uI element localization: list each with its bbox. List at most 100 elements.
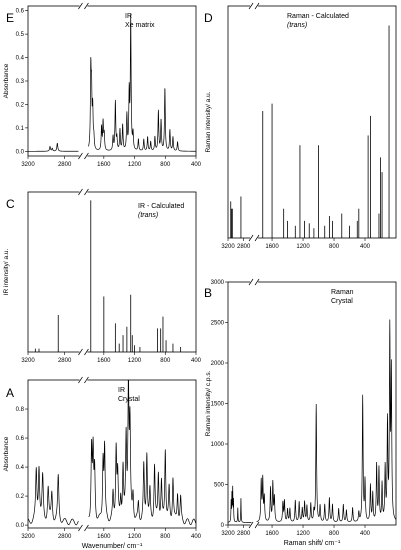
axis-break-mark [78,2,83,10]
y-tick-label: 1500 [211,402,225,408]
x-tick-label: 1600 [265,244,279,250]
spectrum-line [28,465,79,526]
spectrum-line [228,485,252,523]
x-tick-label: 1600 [265,531,279,537]
x-tick-label: 400 [191,358,202,364]
y-tick-label: 0.0 [16,149,25,155]
y-tick-label: 0.5 [16,32,25,38]
axis-break-mark [78,188,83,196]
series-group [28,13,196,152]
axis-break-mask [79,189,88,195]
plot-frame [227,5,397,239]
axis-break-mark [254,521,260,529]
y-tick-label: 0 [221,523,225,529]
x-tick-label: 800 [160,162,171,168]
series-group [230,25,390,238]
plot-frame [27,5,197,157]
y-axis-label: Raman intensity/ c.p.s. [205,370,212,436]
axis-break-mask [250,235,259,241]
x-axis-label: Wavenumber/ cm⁻¹ [82,543,143,550]
y-axis-label: IR intensity/ a.u. [3,249,10,296]
axis-break-mask [79,525,88,531]
y-tick-label: 0.2 [16,494,25,500]
axis-break-mark [248,521,254,529]
panel-annotation: Raman [331,289,354,296]
series-group [228,319,396,523]
panel-e: 3200 2800 1600 1200 800 400 0.0 0.1 0.2 0.3 0.4 0.5… [3,2,202,168]
y-tick-label: 0.0 [16,523,25,529]
x-tick-label: 400 [360,244,371,250]
x-tick-label: 2800 [237,244,251,250]
axis-break-mark [248,2,254,10]
x-tick-label: 2800 [58,162,72,168]
axis-break-mask [79,377,88,383]
panel-letter: A [6,386,14,400]
y-tick-label: 0.3 [16,79,25,85]
x-tick-label: 2800 [58,358,72,364]
x-tick-label: 3200 [21,162,35,168]
spectrum-line [28,142,79,152]
axis-break-mark [248,278,254,286]
x-tick-label: 1200 [128,534,142,540]
x-tick-label: 1200 [296,244,310,250]
axis-break-mark [84,524,89,532]
y-tick-label: 0.4 [16,56,25,62]
x-tick-label: 800 [160,534,171,540]
axis-break-mark [254,278,260,286]
panel-annotation: (trans) [138,212,158,219]
axis-break-mark [254,234,260,242]
panel-annotation: IR - Calculated [138,203,184,210]
panel-c: 3200 2800 1600 1200 800 400 IR intensity/ a.u.… [3,188,202,364]
axis-break-mark [248,234,254,242]
y-axis-label: Raman intensity/ a.u. [205,91,212,152]
axis-break-mask [79,349,88,355]
y-tick-label: 0.1 [16,126,25,132]
y-tick-label: 0.8 [16,407,25,413]
panel-annotation: Raman - Calculated [287,13,349,20]
x-tick-label: 1600 [97,162,111,168]
plot-frame [27,379,197,529]
axis-break-mask [79,3,88,9]
x-tick-label: 3200 [221,244,235,250]
axis-break-mask [250,3,259,9]
x-tick-label: 3200 [221,531,235,537]
y-tick-label: 0.4 [16,465,25,471]
x-tick-label: 3200 [21,358,35,364]
x-tick-label: 1200 [128,162,142,168]
axis-break-mark [84,188,89,196]
spectrum-line [88,13,196,152]
y-tick-label: 1000 [211,442,225,448]
y-tick-label: 2500 [211,321,225,327]
panel-annotation: Crystal [331,298,353,305]
x-tick-label: 400 [191,534,202,540]
plot-frame [27,191,197,353]
axis-break-mark [84,348,89,356]
panel-letter: E [6,11,14,25]
x-tick-label: 3200 [21,534,35,540]
panel-letter: C [6,197,15,211]
series-group [34,200,182,352]
y-axis-label: Absorbance [3,63,10,98]
x-tick-label: 400 [360,531,371,537]
series-group [28,380,196,526]
x-tick-label: 1600 [97,358,111,364]
axis-break-mark [78,376,83,384]
x-tick-label: 2800 [58,534,72,540]
panel-annotation: (trans) [287,22,307,29]
axis-break-mask [250,522,259,528]
axis-break-mark [78,152,83,160]
x-tick-label: 1200 [128,358,142,364]
panel-d: 3200 2800 1600 1200 800 400 Raman intensity/ a… [204,2,397,250]
axis-break-mask [250,279,259,285]
y-tick-label: 2000 [211,361,225,367]
x-tick-label: 1200 [296,531,310,537]
panel-annotation: Xe matrix [125,22,155,29]
x-tick-label: 1600 [97,534,111,540]
y-tick-label: 500 [214,483,225,489]
axis-break-mark [84,376,89,384]
axis-break-mark [84,152,89,160]
spectrum-line [256,319,396,523]
panel-letter: B [204,286,212,300]
y-tick-label: 0.6 [16,9,25,15]
